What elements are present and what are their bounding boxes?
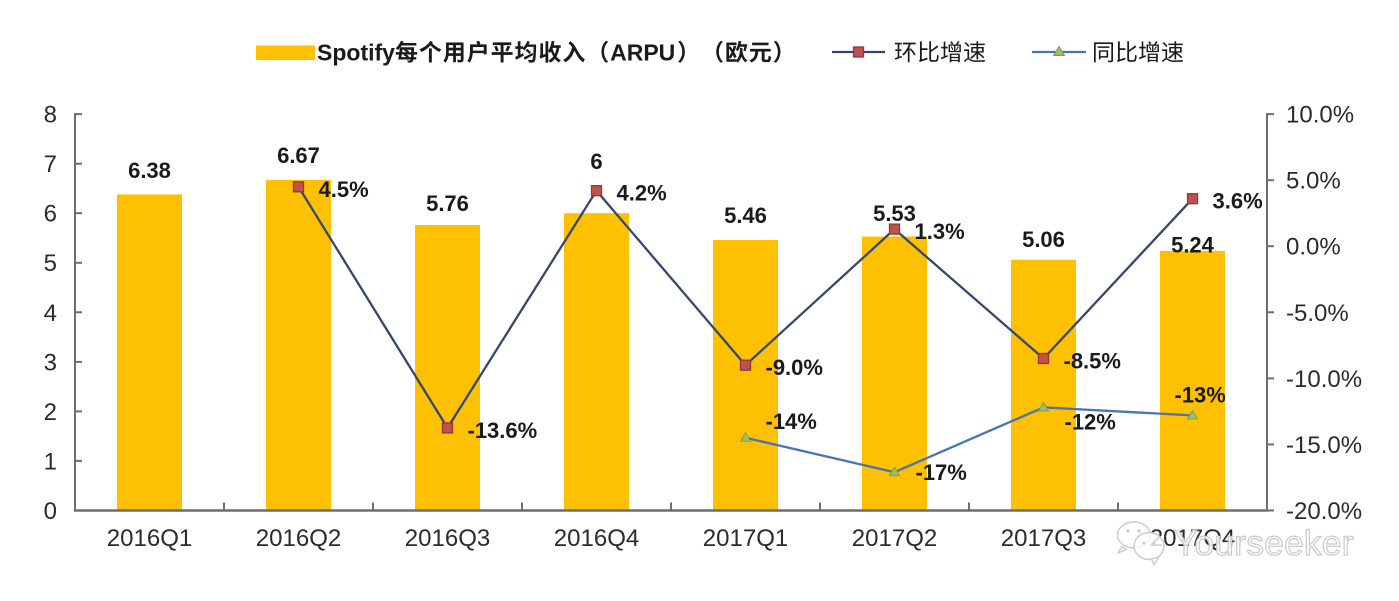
svg-text:-9.0%: -9.0% (766, 355, 823, 380)
svg-text:4.5%: 4.5% (319, 177, 369, 202)
svg-text:2016Q3: 2016Q3 (405, 525, 490, 552)
svg-text:-12%: -12% (1065, 409, 1116, 434)
svg-text:6: 6 (44, 201, 57, 228)
svg-text:5.06: 5.06 (1022, 227, 1065, 252)
svg-text:5.24: 5.24 (1171, 233, 1215, 258)
svg-text:5.53: 5.53 (873, 201, 916, 226)
svg-text:Spotify: Spotify (317, 40, 395, 66)
svg-text:4: 4 (44, 300, 57, 327)
svg-text:10.0%: 10.0% (1286, 102, 1354, 129)
svg-text:-20.0%: -20.0% (1286, 498, 1362, 525)
svg-text:5.76: 5.76 (426, 191, 469, 216)
svg-text:-14%: -14% (766, 409, 817, 434)
svg-text:3.6%: 3.6% (1213, 189, 1263, 214)
svg-text:2016Q1: 2016Q1 (107, 525, 192, 552)
svg-text:2017Q2: 2017Q2 (852, 525, 937, 552)
svg-text:ARPU: ARPU (610, 40, 675, 66)
svg-text:7: 7 (44, 151, 57, 178)
svg-text:-17%: -17% (916, 460, 967, 485)
svg-text:-15.0%: -15.0% (1286, 432, 1362, 459)
svg-text:6.67: 6.67 (277, 143, 320, 168)
svg-text:2016Q2: 2016Q2 (256, 525, 341, 552)
svg-text:-8.5%: -8.5% (1064, 349, 1121, 374)
svg-text:5: 5 (44, 250, 57, 277)
svg-text:1.3%: 1.3% (915, 219, 965, 244)
svg-text:3: 3 (44, 349, 57, 376)
svg-text:5.0%: 5.0% (1286, 168, 1341, 195)
svg-text:2: 2 (44, 399, 57, 426)
svg-text:2017Q1: 2017Q1 (703, 525, 788, 552)
svg-text:-5.0%: -5.0% (1286, 300, 1349, 327)
svg-text:0: 0 (44, 498, 57, 525)
svg-text:1: 1 (44, 448, 57, 475)
svg-text:4.2%: 4.2% (617, 181, 667, 206)
svg-text:-13%: -13% (1175, 382, 1226, 407)
svg-text:5.46: 5.46 (724, 203, 767, 228)
svg-text:2017Q3: 2017Q3 (1001, 525, 1086, 552)
svg-text:-13.6%: -13.6% (468, 418, 538, 443)
svg-text:6: 6 (590, 149, 602, 174)
svg-text:-10.0%: -10.0% (1286, 366, 1362, 393)
svg-text:2016Q4: 2016Q4 (554, 525, 639, 552)
svg-text:0.0%: 0.0% (1286, 234, 1341, 261)
svg-text:6.38: 6.38 (128, 158, 171, 183)
svg-text:8: 8 (44, 102, 57, 129)
svg-text:Yourseeker: Yourseeker (1174, 524, 1354, 563)
